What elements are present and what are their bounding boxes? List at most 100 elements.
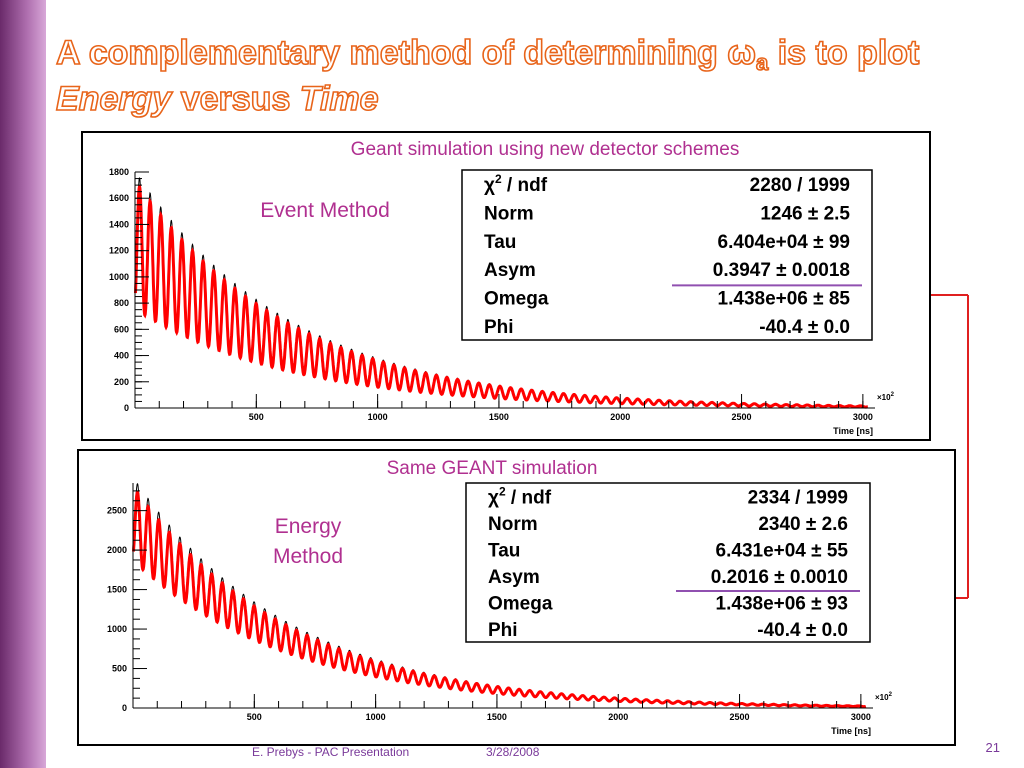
title-text: versus [171,80,300,118]
title-italic: Time [300,80,379,118]
chart-caption: Geant simulation using new detector sche… [351,139,740,160]
footer-page: 21 [986,740,1000,755]
stat-value: -40.4 ± 0.0 [759,317,850,338]
x-tick-label: 3000 [851,712,871,722]
x-axis-label: Time [ns] [833,426,873,436]
stat-name-text: Omega [488,593,553,614]
stats-box [465,482,871,643]
stat-name-text: Phi [488,620,518,641]
x-multiplier: ×102 [877,392,895,402]
stat-name-text: Phi [484,317,514,338]
stat-name: Norm [488,514,538,535]
method-label: Event Method [260,199,390,222]
stats-box [461,169,873,341]
x-multiplier-base: ×10 [877,393,891,402]
stat-value: 6.404e+04 ± 99 [718,232,850,253]
side-stripe [0,0,46,768]
x-multiplier-exp: 2 [891,392,895,398]
stat-name: χ2 / ndf [484,172,548,196]
stat-value: 1246 ± 2.5 [760,204,850,225]
y-tick-label: 1000 [107,624,127,634]
stat-name: Phi [484,317,514,338]
y-tick-label: 0 [124,403,129,413]
stat-value: 0.3947 ± 0.0018 [713,260,850,281]
x-tick-label: 1500 [489,412,509,422]
stat-name-text: Omega [484,289,549,310]
y-tick-label: 1500 [107,585,127,595]
y-tick-label: 1400 [109,219,129,229]
stat-name-text: Tau [488,540,520,561]
stat-name: Asym [488,567,540,588]
stat-name: χ2 / ndf [488,484,552,508]
y-tick-label: 1200 [109,246,129,256]
x-tick-label: 1000 [368,412,388,422]
method-label: Method [273,545,343,568]
title-omega: ω [727,34,756,72]
x-multiplier-exp: 2 [889,692,893,698]
x-tick-label: 2000 [610,412,630,422]
y-tick-label: 2500 [107,506,127,516]
y-tick-label: 2000 [107,545,127,555]
stat-name: Tau [484,232,516,253]
x-tick-label: 2500 [732,412,752,422]
stat-name-rest: / ndf [502,175,548,196]
stat-value: 2340 ± 2.6 [758,514,848,535]
chart-caption: Same GEANT simulation [387,458,598,479]
x-tick-label: 2500 [730,712,750,722]
stat-value: 6.431e+04 ± 55 [716,540,849,561]
title-text: A complementary method of determining [56,34,727,72]
method-label: Energy [275,515,342,538]
stat-name-text: χ [484,175,495,196]
y-tick-label: 1600 [109,193,129,203]
title-line2: Energy versus Time [56,80,379,118]
stat-name-text: Norm [484,204,534,225]
y-tick-label: 0 [122,703,127,713]
stat-value: 1.438e+06 ± 85 [718,289,851,310]
x-tick-label: 1000 [366,712,386,722]
y-tick-label: 400 [114,351,129,361]
x-tick-label: 1500 [487,712,507,722]
x-tick-label: 2000 [608,712,628,722]
x-axis-label: Time [ns] [831,726,871,736]
y-tick-label: 600 [114,324,129,334]
stat-name: Norm [484,204,534,225]
fit-curve [134,184,868,409]
title-sub: a [756,50,769,75]
title-text: is to plot [768,34,919,72]
stat-value: -40.4 ± 0.0 [757,620,848,641]
title-italic: Energy [56,80,173,118]
stat-value: 1.438e+06 ± 93 [716,593,848,614]
x-multiplier: ×102 [875,692,893,702]
stat-name-sup: 2 [499,484,506,498]
y-tick-label: 200 [114,377,129,387]
stat-name-text: Asym [484,260,536,281]
stat-name-text: Tau [484,232,516,253]
stat-name-text: Norm [488,514,538,535]
stat-value: 2280 / 1999 [750,175,850,196]
stat-value: 0.2016 ± 0.0010 [711,567,848,588]
stat-name-text: χ [488,487,499,508]
x-tick-label: 500 [247,712,262,722]
stat-name-rest: / ndf [506,487,552,508]
y-tick-label: 500 [112,664,127,674]
title-line1: A complementary method of determining ωa… [56,34,919,75]
stat-value: 2334 / 1999 [748,487,848,508]
x-multiplier-base: ×10 [875,693,889,702]
stat-name: Omega [484,289,549,310]
stat-name-sup: 2 [495,172,502,186]
x-tick-label: 500 [249,412,264,422]
stat-name-text: Asym [488,567,540,588]
stat-name: Tau [488,540,520,561]
y-tick-label: 800 [114,298,129,308]
fit-curve [132,490,867,709]
x-tick-label: 3000 [853,412,873,422]
y-tick-label: 1000 [109,272,129,282]
footer-date: 3/28/2008 [486,745,540,759]
y-tick-label: 1800 [109,167,129,177]
stat-name: Asym [484,260,536,281]
stat-name: Phi [488,620,518,641]
footer-author: E. Prebys - PAC Presentation [252,745,409,759]
stat-name: Omega [488,593,553,614]
